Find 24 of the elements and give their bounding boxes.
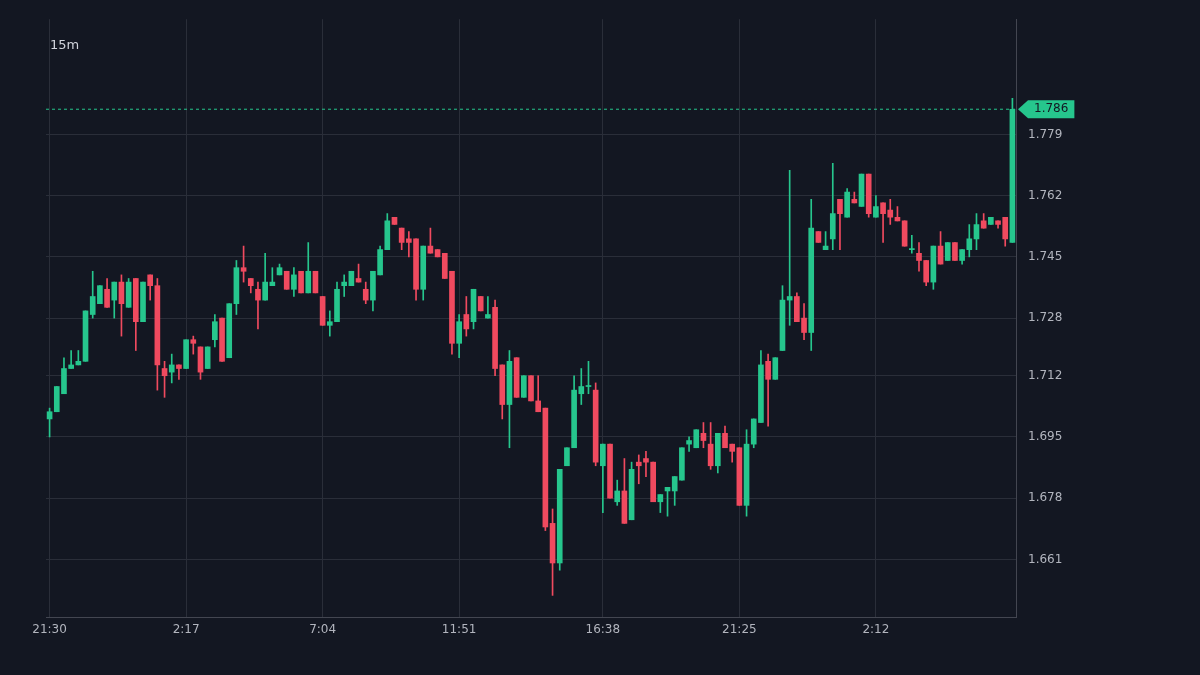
candlestick: [908, 234, 915, 254]
x-tick-label: 21:30: [32, 622, 67, 637]
y-tick-label: 1.661: [1028, 551, 1063, 566]
candlestick: [643, 451, 649, 477]
y-tick-label: 1.695: [1028, 429, 1063, 444]
y-tick-label: 1.712: [1028, 367, 1063, 382]
y-tick-label: 1.762: [1028, 187, 1063, 202]
candlestick: [635, 454, 642, 485]
y-tick-label: 1.779: [1028, 126, 1063, 141]
y-tick-label: 1.678: [1028, 490, 1063, 505]
y-tick-label: 1.745: [1028, 249, 1063, 263]
candlestick: [485, 296, 491, 319]
y-tick-label: 1.728: [1028, 310, 1063, 325]
text: 15m: [50, 37, 80, 53]
x-tick-label: 2:17: [172, 622, 200, 637]
x-tick-label: 21:25: [722, 622, 757, 637]
candlestick: [168, 353, 175, 384]
ref-line-label: 1.786: [1034, 101, 1069, 116]
x-tick-label: 7:04: [309, 622, 337, 637]
x-tick-label: 2:12: [862, 622, 890, 637]
x-tick-label: 11:51: [441, 622, 477, 637]
x-tick-label: 16:38: [585, 622, 621, 637]
candlestick: [341, 274, 348, 297]
candlestick: [255, 281, 261, 330]
